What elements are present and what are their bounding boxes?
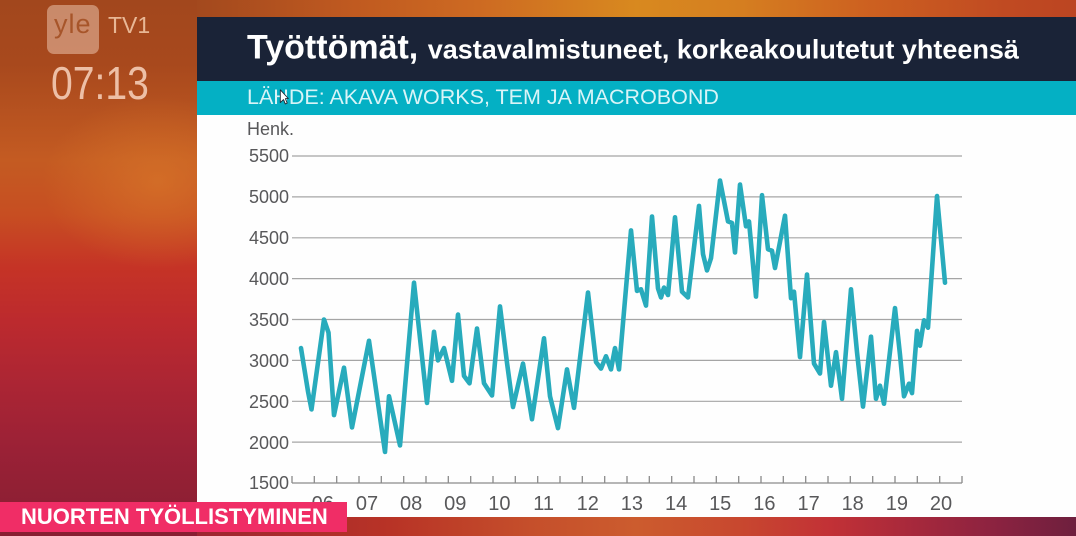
svg-text:17: 17 bbox=[797, 493, 819, 515]
svg-text:Henk.: Henk. bbox=[247, 119, 294, 139]
svg-text:15: 15 bbox=[709, 493, 731, 515]
svg-text:3000: 3000 bbox=[249, 351, 289, 371]
svg-text:20: 20 bbox=[930, 493, 952, 515]
svg-text:2000: 2000 bbox=[249, 433, 289, 453]
svg-text:5000: 5000 bbox=[249, 187, 289, 207]
svg-text:08: 08 bbox=[400, 493, 422, 515]
svg-text:3500: 3500 bbox=[249, 310, 289, 330]
svg-text:07: 07 bbox=[356, 493, 378, 515]
svg-text:16: 16 bbox=[753, 493, 775, 515]
svg-text:19: 19 bbox=[886, 493, 908, 515]
svg-text:14: 14 bbox=[665, 493, 687, 515]
svg-text:11: 11 bbox=[533, 493, 554, 515]
svg-text:1500: 1500 bbox=[249, 473, 289, 493]
svg-text:12: 12 bbox=[577, 493, 599, 515]
svg-text:4000: 4000 bbox=[249, 269, 289, 289]
svg-text:09: 09 bbox=[444, 493, 466, 515]
svg-text:13: 13 bbox=[621, 493, 643, 515]
svg-text:2500: 2500 bbox=[249, 392, 289, 412]
svg-text:18: 18 bbox=[842, 493, 864, 515]
svg-text:4500: 4500 bbox=[249, 228, 289, 248]
svg-text:5500: 5500 bbox=[249, 146, 289, 166]
svg-text:10: 10 bbox=[488, 493, 510, 515]
